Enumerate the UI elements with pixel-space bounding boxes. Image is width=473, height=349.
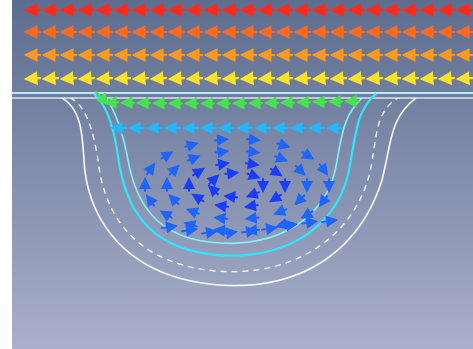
top-flow-arrow (437, 71, 456, 86)
vortex-arrow (318, 193, 331, 208)
vortex-arrow (214, 200, 230, 213)
vortex-arrow (300, 207, 314, 219)
vortex-arrow (245, 133, 261, 146)
vortex-arrow (300, 148, 315, 160)
vortex-arrow (245, 145, 261, 158)
top-flow-arrow (419, 71, 438, 86)
top-flow-arrow (293, 71, 312, 86)
vortex-arrow (184, 140, 199, 153)
vortex-arrow (243, 199, 259, 212)
cavity-flow-arrow (94, 90, 110, 106)
cavity-flow-arrow (241, 226, 258, 238)
cavity-flow-arrow (221, 227, 238, 240)
top-flow-arrows (23, 3, 473, 86)
vortex-arrow (191, 193, 205, 206)
vortex-arrow (206, 174, 220, 187)
top-flow-arrow (203, 71, 222, 86)
top-flow-arrow (365, 71, 384, 86)
cavity-flow-arrow (161, 221, 178, 234)
top-flow-arrow (185, 71, 204, 86)
cavity-flow-arrow (181, 224, 198, 237)
flow-field-visualization (12, 0, 473, 349)
top-flow-arrow (95, 71, 114, 86)
top-flow-arrow (149, 71, 168, 86)
vortex-arrow (186, 154, 201, 166)
top-flow-arrow (113, 71, 132, 86)
vortex-arrow (207, 184, 221, 198)
top-flow-arrow (455, 71, 473, 86)
top-flow-arrow (221, 71, 240, 86)
vortex-arrow (274, 151, 289, 163)
vortex-arrow (269, 164, 283, 177)
vortex-arrow (276, 138, 291, 150)
vortex-arrow (244, 211, 260, 224)
vortex-arrow (223, 191, 239, 204)
vortex-arrow (213, 224, 229, 237)
cavity-flow-arrow (301, 216, 318, 229)
cavity-wall-inner-2 (105, 97, 363, 244)
vortex-arrow (166, 164, 180, 178)
vortex-arrow (269, 190, 283, 203)
top-flow-arrow (311, 71, 330, 86)
vortex-arrow (160, 151, 174, 163)
vortex-arrow (191, 167, 205, 180)
top-flow-arrow (347, 71, 366, 86)
vortex-arrow (246, 168, 261, 180)
vortex-arrow (294, 192, 308, 206)
background (12, 0, 473, 349)
top-flow-arrow (41, 71, 60, 86)
cavity-flow-arrows (94, 90, 360, 240)
vortex-arrow (244, 157, 260, 170)
vortex-arrow (214, 146, 230, 159)
top-flow-arrow (59, 71, 78, 86)
top-flow-arrow (383, 71, 402, 86)
cavity-flow-arrow (321, 215, 338, 228)
vortex-arrow (213, 212, 229, 225)
cavity-flow-arrow (201, 226, 218, 239)
cavity-flow-arrow (261, 223, 278, 236)
cavity-flow-arrow (281, 219, 298, 232)
vortex-arrow (245, 187, 260, 199)
vortex-arrow (273, 204, 288, 216)
vortex-arrow (316, 162, 329, 176)
vortex-arrow (185, 207, 200, 219)
vortex-arrow (143, 162, 156, 177)
vortex-arrow (159, 210, 174, 222)
cavity-wall-inner (93, 93, 377, 257)
vortex-arrow (168, 194, 182, 207)
vortex-arrow (215, 158, 231, 171)
vortex-arrow (145, 194, 158, 208)
vortex-arrow (292, 163, 306, 176)
vortex-arrow (214, 134, 229, 147)
cavity-wall-outer (61, 97, 417, 287)
top-flow-arrow (239, 71, 258, 86)
top-flow-arrow (131, 71, 150, 86)
top-flow-arrow (257, 71, 276, 86)
vortex-arrow (224, 167, 240, 180)
top-flow-arrow (167, 71, 186, 86)
top-flow-arrow (275, 71, 294, 86)
top-flow-arrow (23, 71, 42, 86)
cavity-wall-dashed (69, 97, 399, 273)
top-flow-arrow (77, 71, 96, 86)
top-flow-arrow (329, 71, 348, 86)
top-flow-arrow (401, 71, 420, 86)
